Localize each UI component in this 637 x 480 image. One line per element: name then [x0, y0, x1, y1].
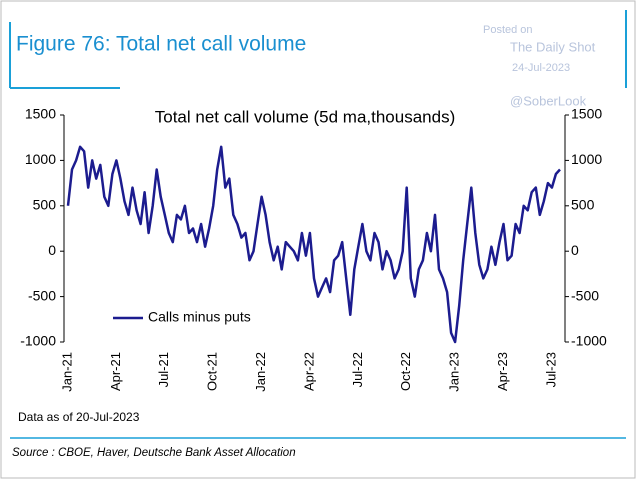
y-tick-label: 1000 — [25, 151, 56, 167]
x-tick-label: Apr-21 — [108, 352, 123, 391]
y2-tick-label: 1500 — [571, 106, 602, 122]
figure-title: Figure 76: Total net call volume — [16, 33, 306, 56]
source: Source : CBOE, Haver, Deutsche Bank Asse… — [12, 447, 296, 459]
x-tick-label: Jul-23 — [543, 352, 558, 387]
y-tick-label: -500 — [28, 287, 56, 303]
y2-tick-label: 1000 — [571, 151, 602, 167]
y2-tick-label: -1000 — [571, 333, 607, 349]
x-tick-label: Jul-22 — [350, 352, 365, 387]
y-tick-label: 500 — [33, 197, 57, 213]
legend-label: Calls minus puts — [148, 309, 251, 325]
chart-title: Total net call volume (5d ma,thousands) — [155, 107, 456, 126]
note: Data as of 20-Jul-2023 — [18, 410, 140, 424]
x-tick-label: Jan-23 — [447, 352, 462, 392]
watermark: Posted on — [483, 24, 533, 36]
y2-tick-label: -500 — [571, 287, 599, 303]
y2-tick-label: 0 — [571, 242, 579, 258]
watermark: @SoberLook — [510, 93, 587, 108]
watermark: The Daily Shot — [510, 39, 596, 54]
x-tick-label: Jan-21 — [59, 352, 74, 392]
x-tick-label: Jul-21 — [156, 352, 171, 387]
y-tick-label: -1000 — [20, 333, 56, 349]
x-tick-label: Jan-22 — [253, 352, 268, 392]
y2-tick-label: 500 — [571, 197, 595, 213]
y-tick-label: 1500 — [25, 106, 56, 122]
x-tick-label: Apr-22 — [301, 352, 316, 391]
x-tick-label: Apr-23 — [495, 352, 510, 391]
x-tick-label: Oct-21 — [205, 352, 220, 391]
line — [66, 145, 561, 344]
y-tick-label: 0 — [48, 242, 56, 258]
watermark: 24-Jul-2023 — [512, 62, 570, 74]
x-tick-label: Oct-22 — [398, 352, 413, 391]
